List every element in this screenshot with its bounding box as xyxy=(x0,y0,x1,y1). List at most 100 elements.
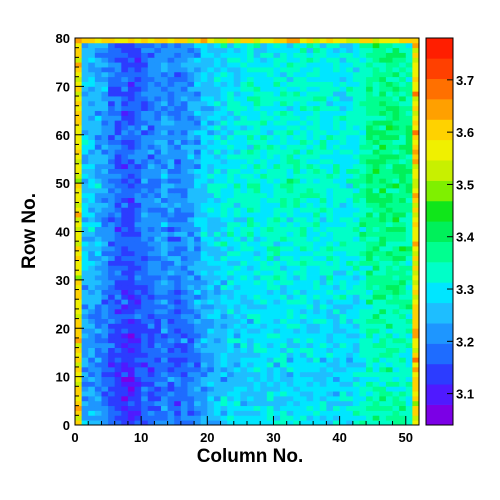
heatmap-cell xyxy=(167,400,175,407)
heatmap-cell xyxy=(94,183,102,189)
heatmap-cell xyxy=(366,294,374,300)
heatmap-cell xyxy=(253,144,261,150)
heatmap-cell xyxy=(366,183,374,189)
heatmap-cell xyxy=(352,333,360,339)
heatmap-cell xyxy=(121,67,129,73)
heatmap-cell xyxy=(247,216,255,223)
heatmap-cell xyxy=(81,221,89,228)
heatmap-cell xyxy=(94,381,102,387)
heatmap-cell xyxy=(385,400,393,407)
heatmap-cell xyxy=(187,241,195,247)
heatmap-cell xyxy=(121,144,129,150)
heatmap-cell xyxy=(213,246,221,252)
heatmap-cell xyxy=(220,308,228,315)
heatmap-cell xyxy=(174,158,182,165)
heatmap-cell xyxy=(213,81,221,87)
heatmap-cell xyxy=(326,323,334,329)
heatmap-cell xyxy=(366,129,374,136)
heatmap-cell xyxy=(134,279,142,286)
heatmap-cell xyxy=(220,96,228,102)
heatmap-cell xyxy=(247,241,255,247)
heatmap-cell xyxy=(399,342,407,348)
heatmap-cell xyxy=(366,76,374,82)
heatmap-cell xyxy=(227,337,235,344)
heatmap-cell xyxy=(293,308,301,315)
heatmap-cell xyxy=(372,173,380,179)
heatmap-cell xyxy=(352,415,360,421)
heatmap-cell xyxy=(273,197,281,203)
heatmap-cell xyxy=(187,270,195,276)
heatmap-cell xyxy=(233,42,241,49)
heatmap-cell xyxy=(359,400,367,407)
heatmap-cell xyxy=(220,62,228,68)
heatmap-cell xyxy=(240,71,248,78)
heatmap-cell xyxy=(280,168,288,174)
heatmap-cell xyxy=(293,352,301,358)
heatmap-cell xyxy=(266,216,274,223)
heatmap-cell xyxy=(247,337,255,344)
heatmap-cell xyxy=(333,400,341,407)
heatmap-cell xyxy=(154,236,162,242)
heatmap-cell xyxy=(75,226,83,232)
heatmap-cell xyxy=(213,420,221,426)
heatmap-cell xyxy=(366,255,374,261)
heatmap-cell xyxy=(339,110,347,116)
heatmap-cell xyxy=(412,38,420,44)
heatmap-cell xyxy=(88,125,96,131)
heatmap-cell xyxy=(81,187,89,194)
heatmap-cell xyxy=(220,100,228,107)
heatmap-cell xyxy=(392,192,400,199)
heatmap-cell xyxy=(207,81,215,87)
heatmap-cell xyxy=(392,241,400,247)
heatmap-cell xyxy=(114,38,122,44)
heatmap-cell xyxy=(253,158,261,165)
heatmap-cell xyxy=(88,284,96,290)
heatmap-cell xyxy=(399,202,407,208)
heatmap-cell xyxy=(207,294,215,300)
heatmap-cell xyxy=(392,144,400,150)
heatmap-cell xyxy=(161,168,169,174)
heatmap-cell xyxy=(141,187,149,194)
heatmap-cell xyxy=(286,67,294,73)
heatmap-cell xyxy=(161,115,169,121)
heatmap-cell xyxy=(154,129,162,136)
heatmap-cell xyxy=(392,299,400,305)
heatmap-cell xyxy=(366,347,374,353)
heatmap-cell xyxy=(207,342,215,348)
heatmap-cell xyxy=(372,110,380,116)
heatmap-cell xyxy=(101,328,109,334)
heatmap-cell xyxy=(293,226,301,232)
heatmap-cell xyxy=(299,100,307,107)
heatmap-cell xyxy=(207,212,215,218)
heatmap-cell xyxy=(127,231,135,237)
heatmap-cell xyxy=(233,139,241,145)
heatmap-cell xyxy=(273,347,281,353)
heatmap-cell xyxy=(180,362,188,368)
heatmap-cell xyxy=(286,371,294,378)
heatmap-cell xyxy=(326,125,334,131)
heatmap-cell xyxy=(405,129,413,136)
heatmap-cell xyxy=(346,62,354,68)
heatmap-cell xyxy=(233,371,241,378)
heatmap-cell xyxy=(286,207,294,213)
heatmap-cell xyxy=(253,265,261,271)
heatmap-cell xyxy=(180,62,188,68)
heatmap-cell xyxy=(233,120,241,126)
heatmap-cell xyxy=(280,183,288,189)
heatmap-cell xyxy=(399,100,407,107)
heatmap-cell xyxy=(101,110,109,116)
heatmap-cell xyxy=(379,192,387,199)
heatmap-cell xyxy=(399,144,407,150)
heatmap-cell xyxy=(88,38,96,44)
heatmap-cell xyxy=(187,192,195,199)
heatmap-cell xyxy=(313,410,321,416)
heatmap-cell xyxy=(121,241,129,247)
heatmap-cell xyxy=(75,333,83,339)
heatmap-cell xyxy=(88,154,96,160)
heatmap-cell xyxy=(366,47,374,53)
heatmap-cell xyxy=(161,187,169,194)
heatmap-cell xyxy=(75,115,83,121)
heatmap-cell xyxy=(392,347,400,353)
heatmap-cell xyxy=(220,207,228,213)
heatmap-cell xyxy=(161,105,169,111)
